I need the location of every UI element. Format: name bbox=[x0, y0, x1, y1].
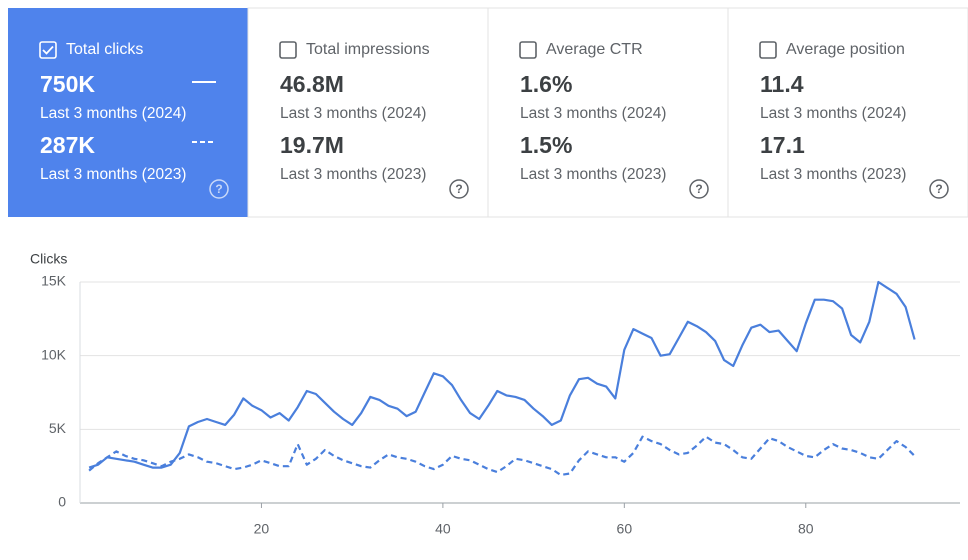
y-axis-title: Clicks bbox=[30, 251, 67, 267]
series-line bbox=[88, 435, 916, 477]
metric-period: Last 3 months (2023) bbox=[40, 166, 186, 183]
help-icon-glyph: ? bbox=[215, 182, 222, 196]
metric-value: 11.4 bbox=[760, 71, 804, 97]
metric-period: Last 3 months (2024) bbox=[40, 105, 186, 122]
help-icon[interactable] bbox=[449, 179, 469, 199]
metric-label: Total clicks bbox=[66, 41, 143, 58]
metric-period: Last 3 months (2024) bbox=[280, 105, 426, 122]
metric-value: 46.8M bbox=[280, 71, 344, 97]
metric-value: 287K bbox=[40, 132, 95, 158]
checkbox[interactable] bbox=[279, 41, 297, 59]
checkbox[interactable] bbox=[759, 41, 777, 59]
help-icon[interactable] bbox=[689, 179, 709, 199]
x-tick-label: 20 bbox=[254, 521, 270, 537]
metric-label: Average CTR bbox=[546, 41, 643, 58]
metric-period: Last 3 months (2023) bbox=[280, 166, 426, 183]
help-icon[interactable] bbox=[209, 179, 229, 199]
help-icon[interactable] bbox=[929, 179, 949, 199]
metric-period: Last 3 months (2023) bbox=[760, 166, 906, 183]
help-icon-glyph: ? bbox=[695, 182, 702, 196]
metric-label: Average position bbox=[786, 41, 905, 58]
metric-period: Last 3 months (2024) bbox=[520, 105, 666, 122]
y-tick-label: 10K bbox=[41, 346, 67, 362]
checkbox[interactable] bbox=[39, 41, 57, 59]
metric-card[interactable] bbox=[727, 7, 968, 218]
metric-value: 17.1 bbox=[760, 132, 805, 158]
metric-value: 1.6% bbox=[520, 71, 572, 97]
metric-card[interactable] bbox=[487, 7, 729, 218]
metric-card[interactable] bbox=[8, 8, 248, 217]
help-icon-glyph: ? bbox=[935, 182, 942, 196]
metric-value: 750K bbox=[40, 71, 95, 97]
x-tick-label: 80 bbox=[798, 521, 814, 537]
x-tick-label: 60 bbox=[617, 521, 633, 537]
metric-period: Last 3 months (2024) bbox=[760, 105, 906, 122]
y-tick-label: 5K bbox=[49, 420, 67, 436]
checkbox[interactable] bbox=[519, 41, 537, 59]
metric-label: Total impressions bbox=[306, 41, 430, 58]
metric-value: 1.5% bbox=[520, 132, 572, 158]
metric-card[interactable] bbox=[247, 7, 489, 218]
y-tick-label: 15K bbox=[41, 273, 67, 289]
help-icon-glyph: ? bbox=[455, 182, 462, 196]
series-line bbox=[88, 280, 916, 469]
y-tick-label: 0 bbox=[58, 494, 66, 510]
x-tick-label: 40 bbox=[435, 521, 451, 537]
checkmark bbox=[42, 45, 54, 55]
metric-value: 19.7M bbox=[280, 132, 344, 158]
metric-period: Last 3 months (2023) bbox=[520, 166, 666, 183]
